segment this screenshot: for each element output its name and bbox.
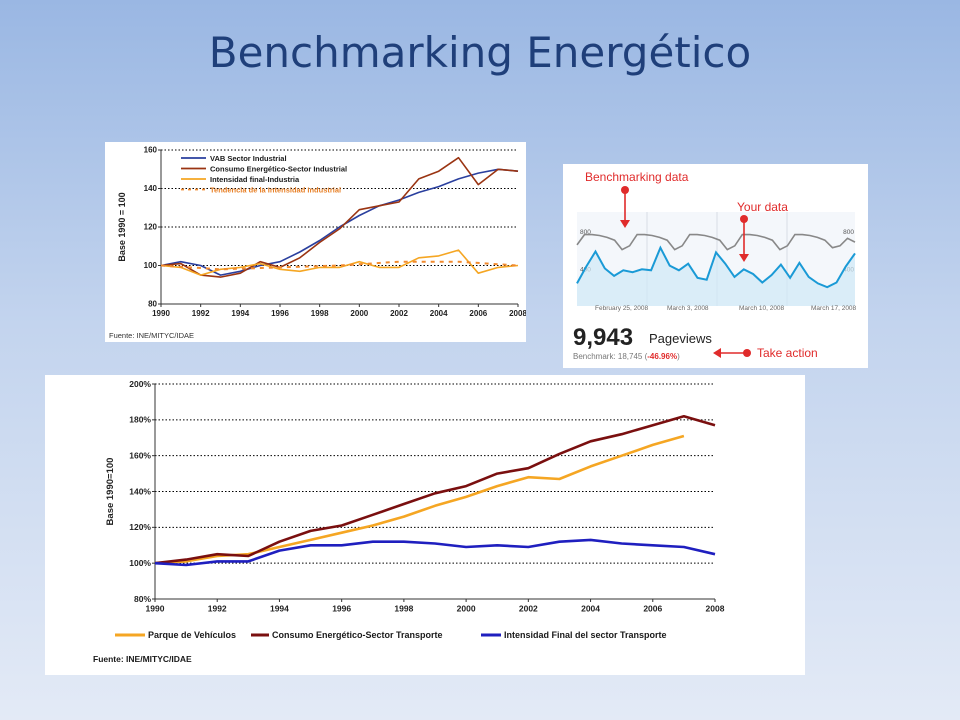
x-tick-label: March 10, 2008 — [739, 305, 785, 312]
y-tick-label: 120 — [144, 223, 158, 232]
benchmarking-arrowhead — [620, 220, 630, 228]
x-tick-label: February 25, 2008 — [595, 305, 649, 312]
your-data-area — [577, 247, 855, 306]
y-tick-label: 120% — [129, 522, 151, 532]
your-data-label: Your data — [737, 200, 788, 214]
series-line-2 — [160, 156, 519, 278]
series-line-4 — [160, 260, 519, 271]
x-tick-label: 2006 — [469, 309, 487, 318]
y-tick-label: 100 — [144, 261, 158, 270]
y-tick-label: 160 — [144, 146, 158, 155]
x-tick-label: 1994 — [270, 604, 289, 614]
y-tick-label: 200% — [129, 379, 151, 389]
benchmark-change: -46.96% — [647, 352, 677, 361]
y-axis-label: Base 1990 = 100 — [117, 192, 127, 261]
industry-chart-panel: 80 100 120 140 160 1990 1992 1994 1996 1998 2000 20… — [105, 142, 526, 342]
x-tick-label: 1996 — [332, 604, 351, 614]
series-line-3 — [154, 538, 716, 567]
x-tick-label: 2000 — [457, 604, 476, 614]
legend-label-2: Consumo Energético-Sector Industrial — [210, 165, 347, 174]
x-tick-label: 1992 — [192, 309, 210, 318]
series-line-2 — [154, 414, 716, 565]
transport-chart-panel: 80% 100% 120% 140% 160% 180% 200% 1990 1992 1994 1… — [45, 375, 805, 675]
pageviews-label: Pageviews — [649, 331, 712, 346]
x-tick-label: 2000 — [350, 309, 368, 318]
your-data-arrowhead — [739, 254, 749, 262]
x-tick-label: 1998 — [311, 309, 329, 318]
y-tick-label: 80% — [134, 594, 151, 604]
x-tick-label: 2004 — [581, 604, 600, 614]
x-tick-label: 1990 — [152, 309, 170, 318]
legend-label-4: Tendencia de la Intensidad Industrial — [210, 186, 341, 195]
transport-chart: 80% 100% 120% 140% 160% 180% 200% 1990 1992 1994 1… — [93, 379, 725, 664]
x-tick-label: 2002 — [519, 604, 538, 614]
benchmark-text: Benchmark: 18,745 (-46.96%) — [573, 352, 680, 361]
legend-label-3: Intensidad Final del sector Transporte — [504, 630, 667, 640]
x-tick-label: 1998 — [394, 604, 413, 614]
x-tick-label: 2008 — [706, 604, 725, 614]
source-note: Fuente: INE/MITYC/IDAE — [109, 331, 194, 340]
x-tick-label: 2006 — [643, 604, 662, 614]
take-action-arrowhead — [713, 348, 721, 358]
y-tick-label: 180% — [129, 415, 151, 425]
y-axis-label-left: 800 — [580, 229, 591, 236]
y-axis-label-right: 800 — [843, 229, 854, 236]
x-tick-label: 1994 — [231, 309, 249, 318]
legend-label-2: Consumo Energético-Sector Transporte — [272, 630, 443, 640]
legend-label-1: VAB Sector Industrial — [210, 154, 287, 163]
series-line-1 — [160, 168, 519, 276]
pageviews-value: 9,943 — [573, 324, 633, 351]
x-tick-label: 1996 — [271, 309, 289, 318]
x-tick-label: 2008 — [509, 309, 526, 318]
y-tick-label: 140 — [144, 184, 158, 193]
x-tick-label: March 17, 2008 — [811, 305, 857, 312]
y-tick-label: 140% — [129, 486, 151, 496]
industry-chart: 80 100 120 140 160 1990 1992 1994 1996 1998 2000 20… — [109, 146, 526, 340]
legend-label-3: Intensidad final-Industria — [210, 175, 300, 184]
y-axis-label: Base 1990=100 — [105, 458, 116, 526]
benchmark-suffix: ) — [677, 352, 680, 361]
take-action-label: Take action — [757, 346, 818, 360]
x-tick-label: 2004 — [430, 309, 448, 318]
x-tick-label: 1992 — [208, 604, 227, 614]
x-tick-label: 2002 — [390, 309, 408, 318]
source-note: Fuente: INE/MITYC/IDAE — [93, 654, 192, 664]
y-tick-label: 80 — [148, 300, 157, 309]
legend-label-1: Parque de Vehículos — [148, 630, 236, 640]
series-line-1 — [576, 233, 856, 251]
y-tick-label: 160% — [129, 451, 151, 461]
benchmark-prefix: Benchmark: 18,745 ( — [573, 352, 648, 361]
series-line-3 — [160, 249, 519, 276]
y-tick-label: 100% — [129, 558, 151, 568]
series-line-2 — [576, 245, 856, 289]
x-tick-label: March 3, 2008 — [667, 305, 709, 312]
slide-title: Benchmarking Energético — [208, 28, 752, 77]
benchmarking-label: Benchmarking data — [585, 170, 689, 184]
x-tick-label: 1990 — [146, 604, 165, 614]
